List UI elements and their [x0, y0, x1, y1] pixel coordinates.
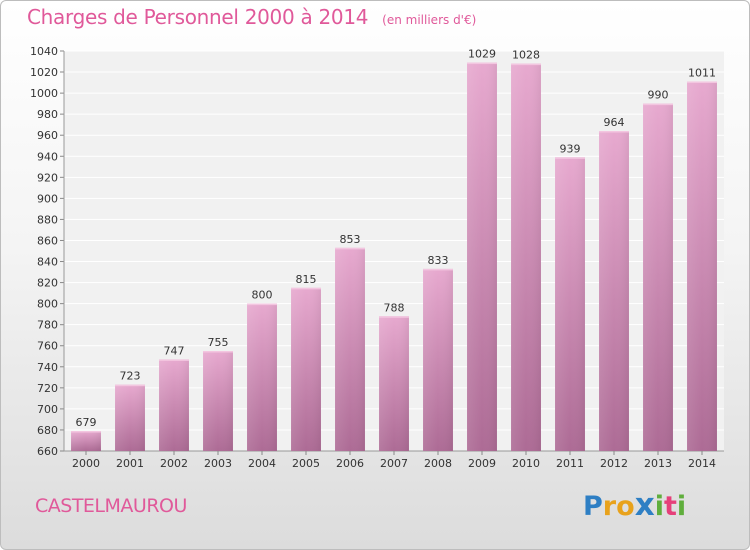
data-label: 964 — [604, 116, 625, 129]
bar-shading — [379, 316, 409, 451]
data-label: 853 — [340, 233, 361, 246]
chart-title: Charges de Personnel 2000 à 2014 (en mill… — [27, 5, 476, 29]
y-tick-label: 720 — [37, 382, 58, 395]
bar-top-edge — [599, 131, 629, 133]
y-tick-label: 1020 — [30, 66, 58, 79]
y-tick-label: 660 — [37, 445, 58, 458]
data-label: 1029 — [468, 48, 496, 61]
data-label: 1011 — [688, 67, 716, 80]
bar-top-edge — [71, 431, 101, 433]
bar-top-edge — [291, 287, 321, 290]
commune-name: CASTELMAUROU — [35, 495, 187, 517]
logo-letter: i — [654, 491, 664, 522]
y-tick-label: 960 — [37, 129, 58, 142]
y-tick-label: 880 — [37, 213, 58, 226]
bar-top-edge — [467, 62, 497, 65]
y-tick-label: 840 — [37, 256, 58, 269]
x-tick-label: 2005 — [292, 457, 320, 470]
data-label: 723 — [120, 370, 141, 383]
data-label: 788 — [384, 301, 405, 314]
bar-top-edge — [247, 303, 277, 306]
bar-shading — [335, 247, 365, 451]
bar-shading — [467, 62, 497, 451]
y-axis-ticks: 660 680 700 720 740 760 780 800 820 840 860 880 900 9… — [30, 45, 58, 458]
bar-shading — [203, 351, 233, 451]
chart-subtitle: (en milliers d'€) — [382, 13, 477, 27]
y-tick-label: 820 — [37, 277, 58, 290]
bar-top-edge — [115, 384, 145, 387]
x-tick-label: 2001 — [116, 457, 144, 470]
bar-shading — [71, 431, 101, 451]
y-tick-label: 800 — [37, 298, 58, 311]
x-axis-ticks: 2000 2001 2002 2003 2004 2005 2006 2007 2008 2009… — [72, 451, 716, 470]
y-tick-label: 1000 — [30, 87, 58, 100]
bar-shading — [115, 384, 145, 451]
bar-shading — [247, 303, 277, 451]
y-tick-label: 980 — [37, 108, 58, 121]
data-label: 755 — [208, 336, 229, 349]
bar-shading — [643, 103, 673, 451]
x-tick-label: 2010 — [512, 457, 540, 470]
bar-shading — [291, 287, 321, 451]
x-tick-label: 2012 — [600, 457, 628, 470]
x-tick-label: 2006 — [336, 457, 364, 470]
bar-top-edge — [203, 351, 233, 353]
bar-shading — [599, 131, 629, 451]
x-tick-label: 2014 — [688, 457, 716, 470]
x-tick-label: 2007 — [380, 457, 408, 470]
x-tick-label: 2009 — [468, 457, 496, 470]
y-tick-label: 860 — [37, 234, 58, 247]
logo-letter: i — [676, 491, 687, 522]
bar-top-edge — [687, 81, 717, 84]
bar-top-edge — [555, 157, 585, 159]
bar-top-edge — [379, 316, 409, 318]
data-labels: 679 723 747 755 800 815 853 788 833 1029 1028 939 96… — [76, 48, 717, 429]
bar-top-edge — [335, 247, 365, 250]
y-tick-label: 780 — [37, 319, 58, 332]
x-tick-label: 2013 — [644, 457, 672, 470]
y-tick-label: 940 — [37, 150, 58, 163]
bar-top-edge — [511, 63, 541, 66]
data-label: 939 — [560, 142, 581, 155]
data-label: 833 — [428, 254, 449, 267]
bar-shading — [687, 81, 717, 452]
bar-shading — [511, 63, 541, 451]
bar-top-edge — [423, 268, 453, 271]
y-tick-label: 900 — [37, 192, 58, 205]
data-label: 800 — [252, 289, 273, 302]
y-tick-label: 680 — [37, 424, 58, 437]
y-tick-label: 700 — [37, 403, 58, 416]
bar-shading — [423, 268, 453, 451]
data-label: 679 — [76, 416, 97, 429]
bar-top-edge — [159, 359, 189, 361]
bar-top-edge — [643, 103, 673, 106]
x-tick-label: 2000 — [72, 457, 100, 470]
logo-letter: x — [634, 487, 655, 523]
y-tick-label: 760 — [37, 340, 58, 353]
chart-title-text: Charges de Personnel 2000 à 2014 — [27, 5, 369, 29]
bar-shading — [555, 157, 585, 451]
x-tick-label: 2002 — [160, 457, 188, 470]
y-tick-label: 1040 — [30, 45, 58, 58]
data-label: 747 — [164, 344, 185, 357]
logo-letter: P — [583, 491, 603, 522]
bar-shading — [159, 359, 189, 451]
data-label: 990 — [648, 89, 669, 102]
x-tick-label: 2008 — [424, 457, 452, 470]
logo-letter: r — [602, 491, 617, 522]
y-tick-label: 920 — [37, 171, 58, 184]
bars — [71, 62, 717, 452]
x-tick-label: 2004 — [248, 457, 276, 470]
logo-letter: t — [663, 491, 677, 522]
data-label: 815 — [296, 273, 317, 286]
data-label: 1028 — [512, 49, 540, 62]
x-tick-label: 2003 — [204, 457, 232, 470]
x-tick-label: 2011 — [556, 457, 584, 470]
logo-letter: o — [616, 491, 635, 522]
y-tick-label: 740 — [37, 361, 58, 374]
